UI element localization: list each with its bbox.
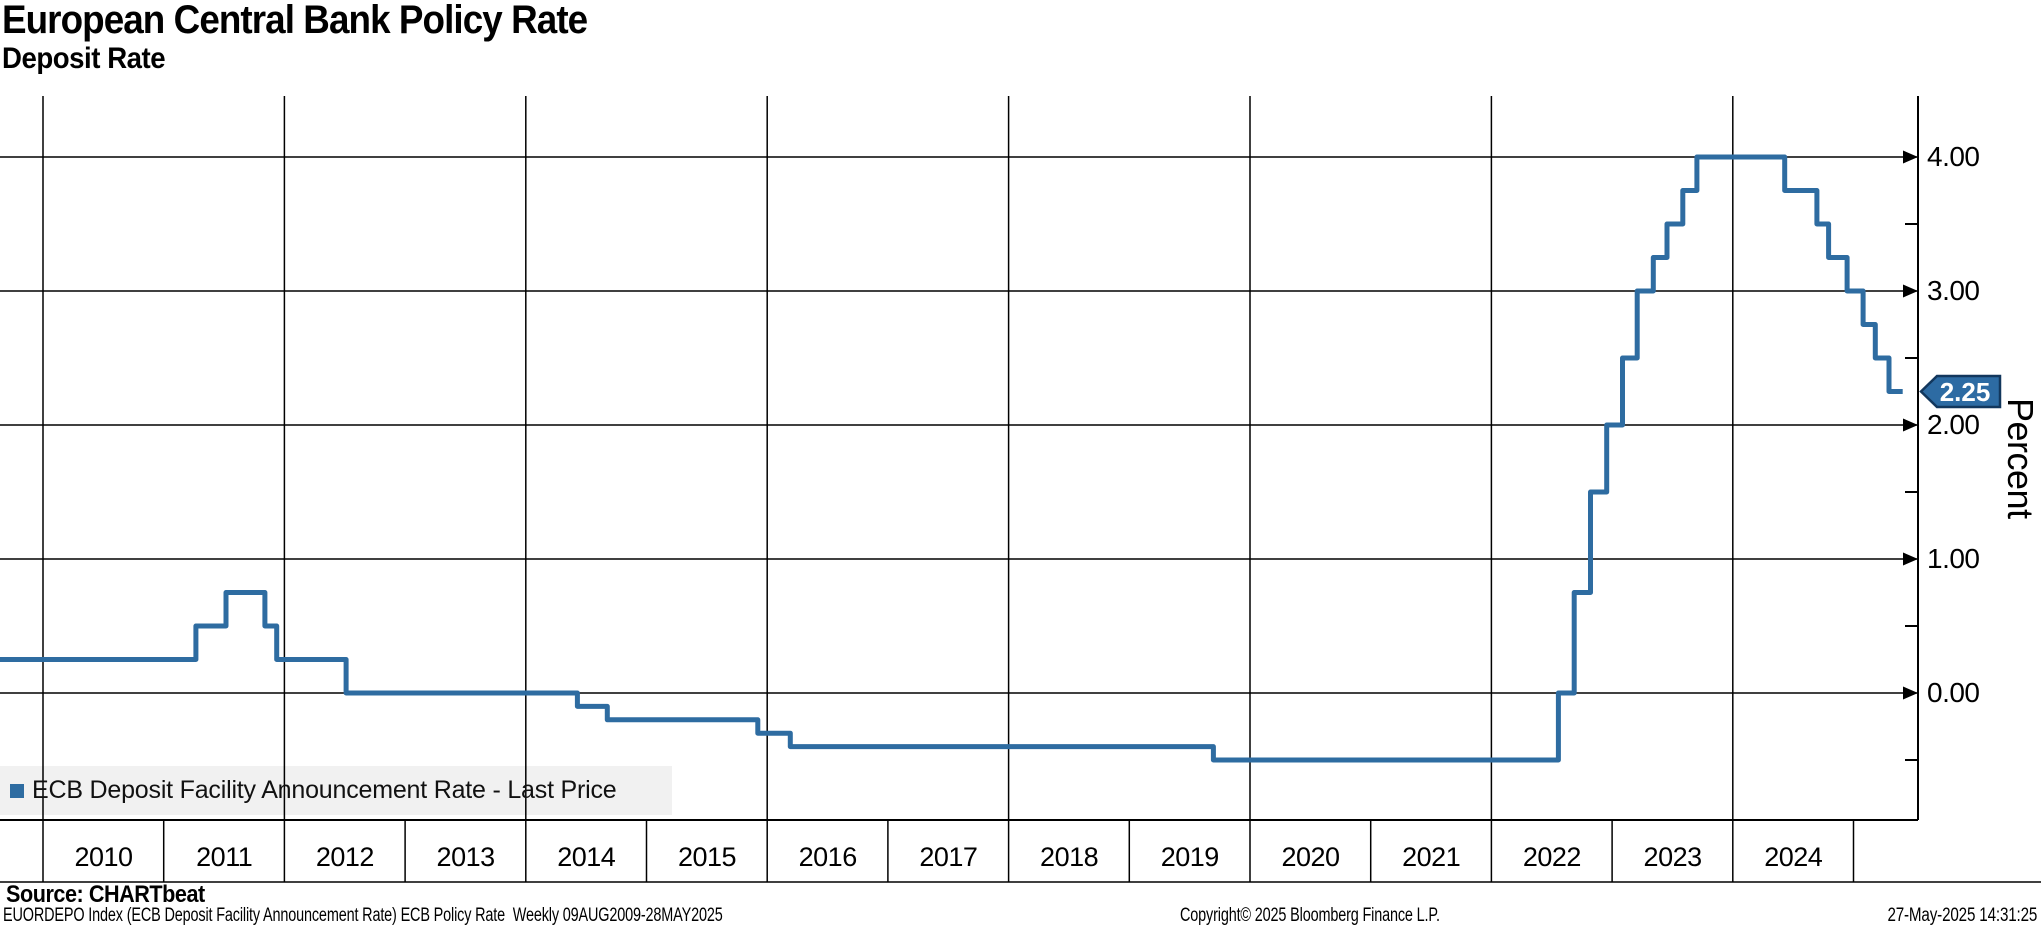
timestamp: 27-May-2025 14:31:25 [1887, 905, 2037, 926]
legend: ECB Deposit Facility Announcement Rate -… [10, 766, 617, 815]
copyright-note: Copyright© 2025 Bloomberg Finance L.P. [1180, 905, 1440, 926]
legend-series-marker-icon [10, 783, 24, 798]
chart-title: European Central Bank Policy Rate [2, 0, 588, 42]
y-axis-tick-arrow-icon [1903, 284, 1918, 298]
legend-background [0, 766, 672, 815]
y-axis-tick-arrow-icon [1903, 686, 1918, 700]
y-axis-tick-arrow-icon [1903, 552, 1918, 566]
last-price-badge [1919, 374, 2002, 409]
legend-series-label: ECB Deposit Facility Announcement Rate -… [32, 776, 617, 804]
price-line [0, 154, 1903, 763]
source-note: Source: CHARTbeat [6, 881, 205, 908]
ticker-description: EUORDEPO Index (ECB Deposit Facility Ann… [3, 905, 723, 926]
y-axis-tick-arrow-icon [1903, 418, 1918, 432]
y-axis-tick-arrow-icon [1903, 150, 1918, 164]
chart-subtitle: Deposit Rate [2, 42, 166, 75]
